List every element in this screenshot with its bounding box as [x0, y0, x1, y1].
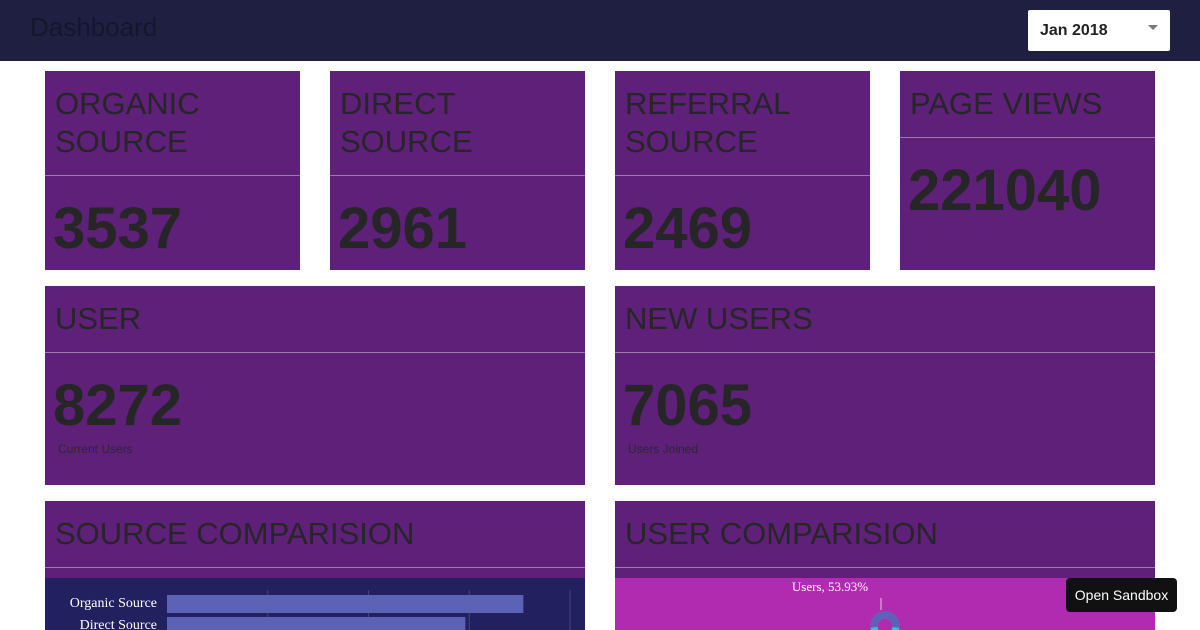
card-title: REFERRAL SOURCE: [615, 71, 870, 176]
chart-card: SOURCE COMPARISION: [45, 501, 585, 630]
card-title: USER COMPARISION: [615, 501, 1155, 568]
month-select[interactable]: Jan 2018: [1028, 10, 1170, 51]
stat-card: ORGANIC SOURCE 3537: [45, 71, 300, 270]
card-title: SOURCE COMPARISION: [45, 501, 585, 568]
card-value: 3537: [53, 196, 183, 261]
card-caption: Current Users: [58, 442, 133, 456]
card-title: PAGE VIEWS: [900, 71, 1155, 138]
card-title: USER: [45, 286, 585, 353]
user-card: NEW USERS 7065 Users Joined: [615, 286, 1155, 485]
stat-card: PAGE VIEWS 221040: [900, 71, 1155, 270]
card-caption: Users Joined: [628, 442, 699, 456]
app-title: Dashboard: [30, 12, 158, 42]
open-sandbox-button[interactable]: Open Sandbox: [1066, 578, 1177, 612]
card-value: 2961: [338, 196, 468, 261]
top-bar: Dashboard Jan 2018: [0, 0, 1200, 61]
card-title: NEW USERS: [615, 286, 1155, 353]
stat-card: DIRECT SOURCE 2961: [330, 71, 585, 270]
card-title: ORGANIC SOURCE: [45, 71, 300, 176]
card-value: 7065: [623, 373, 753, 438]
user-card: USER 8272 Current Users: [45, 286, 585, 485]
card-value: 221040: [908, 158, 1102, 223]
card-value: 8272: [53, 373, 183, 438]
card-value: 2469: [623, 196, 753, 261]
stat-card: REFERRAL SOURCE 2469: [615, 71, 870, 270]
card-title: DIRECT SOURCE: [330, 71, 585, 176]
